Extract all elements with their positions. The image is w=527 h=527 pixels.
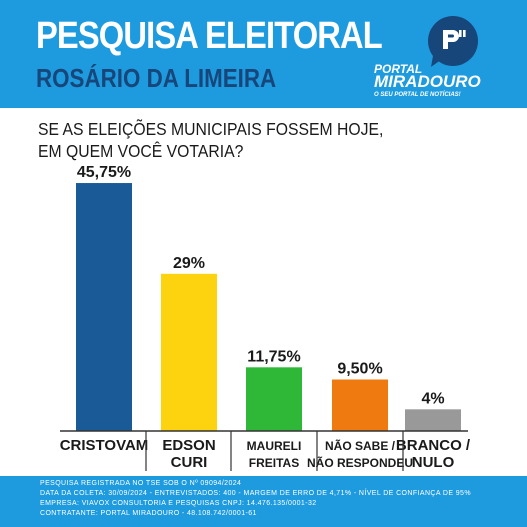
bar-3 xyxy=(332,379,388,431)
logo-p-mark-icon xyxy=(443,30,466,49)
speech-bubble-tail xyxy=(431,55,445,69)
bar-0 xyxy=(76,183,132,431)
footer-contractor: CONTRATANTE: PORTAL MIRADOURO - 48.108.7… xyxy=(40,510,257,517)
poll-question: SE AS ELEIÇÕES MUNICIPAIS FOSSEM HOJE, E… xyxy=(38,118,452,162)
category-label-3-0: NÃO SABE / xyxy=(325,438,396,453)
logo-portal-text: PORTAL xyxy=(374,62,423,76)
poll-question-line-1: SE AS ELEIÇÕES MUNICIPAIS FOSSEM HOJE, xyxy=(38,119,384,139)
bar-4 xyxy=(405,409,461,431)
header-banner: PESQUISA ELEITORAL ROSÁRIO DA LIMEIRA PO… xyxy=(0,0,527,108)
footer-registration: PESQUISA REGISTRADA NO TSE SOB O Nº 0909… xyxy=(40,480,242,487)
bar-1 xyxy=(161,273,217,431)
bar-value-label-2: 11,75% xyxy=(247,348,300,365)
category-label-3-1: NÃO RESPONDEU xyxy=(307,455,413,470)
bar-value-label-4: 4% xyxy=(421,390,444,407)
logo-tagline: O SEU PORTAL DE NOTÍCIAS! xyxy=(374,92,461,98)
page-subtitle: ROSÁRIO DA LIMEIRA xyxy=(36,63,277,93)
footer-company: EMPRESA: VIAVOX CONSULTORIA E PESQUISAS … xyxy=(40,500,317,507)
category-label-2-0: MAURELI xyxy=(247,439,302,453)
page-title: PESQUISA ELEITORAL xyxy=(36,15,383,57)
category-label-1-1: CURI xyxy=(171,454,208,471)
portal-logo[interactable]: PORTAL MIRADOURO O SEU PORTAL DE NOTÍCIA… xyxy=(372,10,522,98)
bar-value-label-0: 45,75% xyxy=(77,164,131,181)
category-label-2-1: FREITAS xyxy=(249,456,299,470)
logo-name-text: MIRADOURO xyxy=(374,72,481,91)
footer-banner: PESQUISA REGISTRADA NO TSE SOB O Nº 0909… xyxy=(0,476,527,527)
category-label-0-0: CRISTOVAM xyxy=(60,437,149,454)
bar-value-label-1: 29% xyxy=(173,255,205,272)
bar-2 xyxy=(246,367,302,431)
footer-collection-details: DATA DA COLETA: 30/09/2024 - ENTREVISTAD… xyxy=(40,490,471,497)
bar-value-label-3: 9,50% xyxy=(337,361,382,378)
category-label-4-1: NULO xyxy=(412,454,455,471)
category-label-4-0: BRANCO / xyxy=(396,437,471,454)
poll-question-line-2: EM QUEM VOCÊ VOTARIA? xyxy=(38,141,244,161)
category-label-1-0: EDSON xyxy=(162,437,215,454)
